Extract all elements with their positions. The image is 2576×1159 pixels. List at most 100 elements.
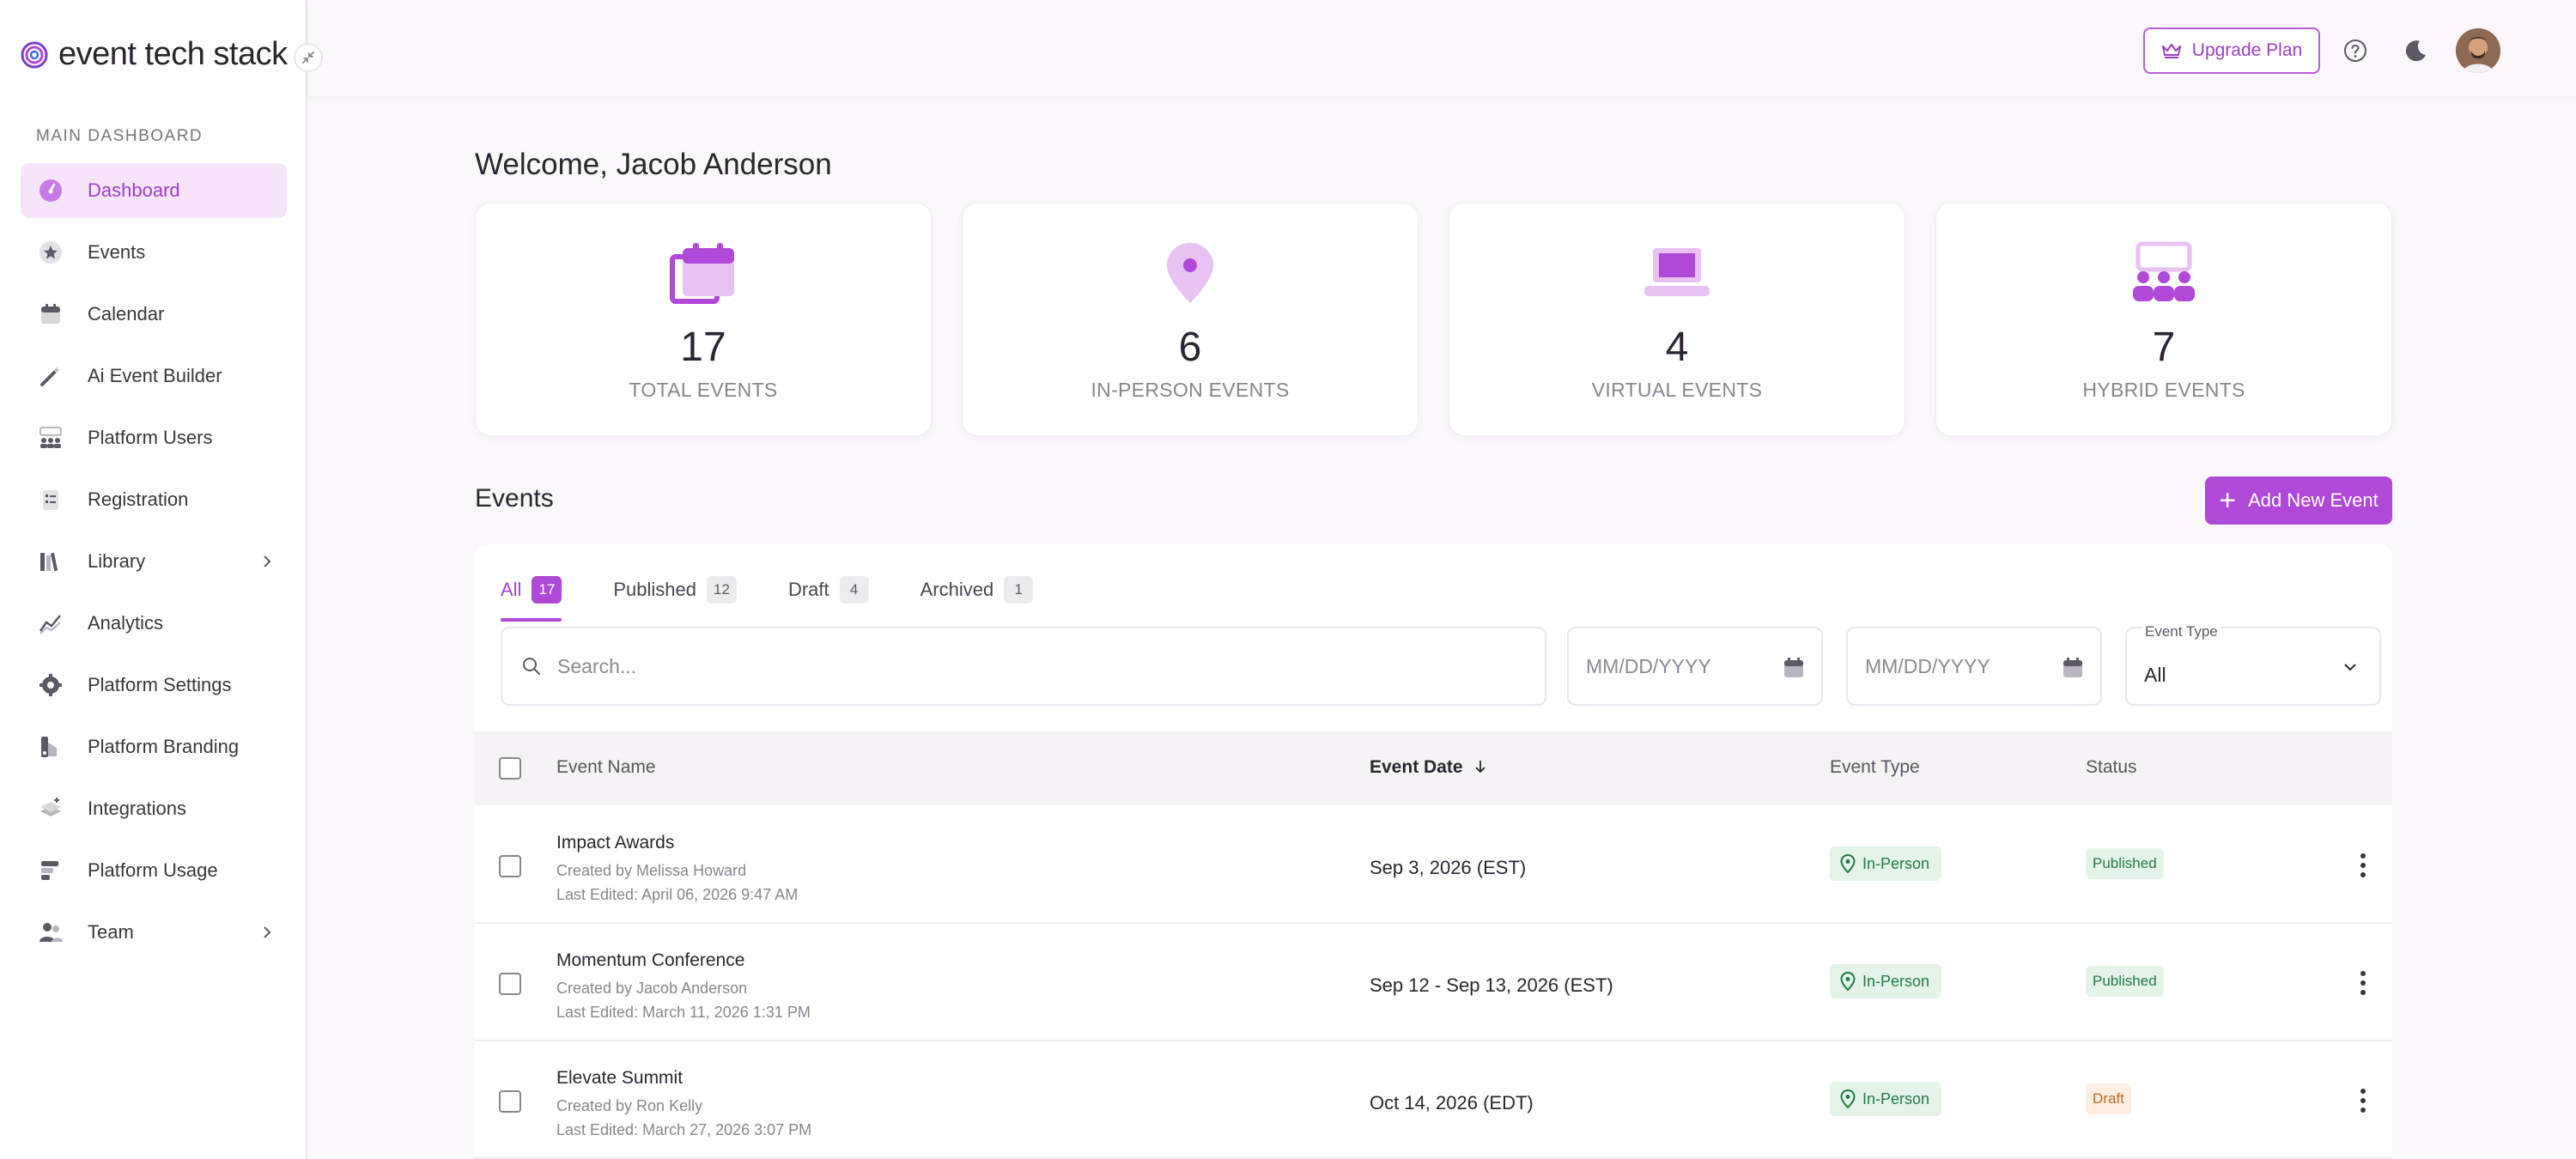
event-created-by: Created by Ron Kelly: [556, 1097, 703, 1114]
user-avatar[interactable]: [2456, 28, 2500, 73]
users-icon: [38, 425, 64, 451]
sidebar: event tech stack MAIN DASHBOARD Dashboar…: [0, 0, 323, 1159]
top-bar: Upgrade Plan: [307, 0, 2576, 96]
sidebar-item-platform-users[interactable]: Platform Users: [21, 410, 287, 465]
branding-icon: [38, 734, 64, 760]
crown-icon: [2161, 44, 2181, 58]
tab-label: All: [501, 579, 522, 600]
tab-label: Published: [613, 579, 697, 600]
tab-draft[interactable]: Draft 4: [788, 560, 869, 620]
status-badge: Draft: [2086, 1083, 2131, 1114]
welcome-heading: Welcome, Jacob Anderson: [475, 148, 832, 181]
help-button[interactable]: [2341, 36, 2370, 65]
stat-value: 17: [680, 325, 726, 370]
sidebar-item-label: Platform Settings: [88, 674, 232, 695]
brand-name: event tech stack: [58, 36, 288, 72]
help-icon: [2344, 39, 2366, 62]
table-row[interactable]: Elevate Summit Created by Ron Kelly Last…: [475, 1042, 2392, 1159]
events-panel: All 17 Published 12 Draft 4 Archived 1 S…: [475, 544, 2392, 1159]
calendar-icon[interactable]: [1782, 656, 1806, 680]
search-input[interactable]: Search...: [501, 627, 1546, 706]
sidebar-item-team[interactable]: Team: [21, 905, 287, 960]
map-pin-icon: [1840, 854, 1856, 873]
stat-label: VIRTUAL EVENTS: [1591, 379, 1763, 401]
sidebar-item-dashboard[interactable]: Dashboard: [21, 163, 287, 218]
tab-count-badge: 4: [839, 576, 869, 604]
books-icon: [38, 549, 64, 574]
calendar-icon[interactable]: [2061, 656, 2085, 680]
event-name[interactable]: Impact Awards: [556, 833, 675, 853]
sidebar-item-events[interactable]: Events: [21, 225, 287, 280]
tab-count-badge: 17: [532, 576, 562, 604]
table-header: Event Name Event Date Event Type Status: [475, 731, 2392, 805]
event-created-by: Created by Jacob Anderson: [556, 980, 748, 997]
event-created-by: Created by Melissa Howard: [556, 862, 747, 879]
chevron-down-icon: [2344, 664, 2356, 671]
row-checkbox[interactable]: [499, 855, 521, 877]
table-row[interactable]: Impact Awards Created by Melissa Howard …: [475, 807, 2392, 924]
column-status[interactable]: Status: [2086, 757, 2137, 777]
upgrade-plan-button[interactable]: Upgrade Plan: [2143, 27, 2320, 74]
tab-published[interactable]: Published 12: [613, 560, 737, 620]
avatar-image: [2456, 28, 2500, 73]
event-type-text: In-Person: [1862, 972, 1930, 990]
moon-icon: [2405, 40, 2426, 62]
select-all-checkbox[interactable]: [499, 757, 521, 780]
sidebar-item-integrations[interactable]: Integrations: [21, 781, 287, 836]
collapse-sidebar-button[interactable]: [294, 43, 323, 72]
sidebar-item-calendar[interactable]: Calendar: [21, 287, 287, 342]
calendar-icon: [38, 301, 64, 327]
row-checkbox[interactable]: [499, 1090, 521, 1113]
sidebar-item-label: Events: [88, 241, 146, 263]
row-actions-menu-icon[interactable]: [2350, 850, 2376, 881]
map-pin-icon: [1840, 972, 1856, 991]
sidebar-item-label: Registration: [88, 488, 189, 510]
events-heading: Events: [475, 484, 554, 513]
plus-icon: +: [2219, 484, 2237, 517]
column-event-type[interactable]: Event Type: [1830, 757, 1920, 777]
sidebar-item-registration[interactable]: Registration: [21, 472, 287, 527]
magic-wand-icon: [38, 363, 64, 389]
brand-logo[interactable]: event tech stack: [19, 36, 288, 73]
search-placeholder: Search...: [557, 654, 637, 677]
theme-toggle-button[interactable]: [2401, 36, 2430, 65]
row-checkbox[interactable]: [499, 973, 521, 995]
sidebar-item-analytics[interactable]: Analytics: [21, 596, 287, 651]
map-pin-icon: [1840, 1089, 1856, 1108]
sidebar-item-label: Library: [88, 550, 146, 572]
column-event-date[interactable]: Event Date: [1370, 757, 1488, 778]
event-name[interactable]: Elevate Summit: [556, 1068, 683, 1088]
stat-value: 7: [2152, 325, 2176, 370]
logo-mark-icon: [21, 41, 48, 68]
chevron-right-icon: [264, 555, 271, 567]
stat-card-in-person: 6 IN-PERSON EVENTS: [962, 203, 1419, 436]
add-new-event-button[interactable]: + Add New Event: [2205, 476, 2392, 525]
event-type-label: Event Type: [2142, 623, 2221, 640]
stat-card-virtual: 4 VIRTUAL EVENTS: [1449, 203, 1905, 436]
event-type-select[interactable]: Event Type All: [2125, 623, 2381, 706]
search-icon: [523, 658, 540, 675]
column-label: Event Date: [1370, 757, 1463, 777]
row-actions-menu-icon[interactable]: [2350, 1085, 2376, 1116]
tab-all[interactable]: All 17: [501, 560, 562, 622]
event-last-edited: Last Edited: March 27, 2026 3:07 PM: [556, 1121, 812, 1138]
event-tabs: All 17 Published 12 Draft 4 Archived 1: [501, 560, 1084, 622]
event-last-edited: Last Edited: April 06, 2026 9:47 AM: [556, 886, 799, 903]
tab-archived[interactable]: Archived 1: [920, 560, 1034, 620]
gear-icon: [38, 672, 64, 698]
table-row[interactable]: Momentum Conference Created by Jacob And…: [475, 925, 2392, 1041]
row-actions-menu-icon[interactable]: [2350, 968, 2376, 998]
sidebar-item-label: Platform Users: [88, 427, 213, 448]
usage-icon: [38, 858, 64, 883]
end-date-input[interactable]: MM/DD/YYYY: [1846, 627, 2102, 706]
event-name[interactable]: Momentum Conference: [556, 950, 745, 970]
sidebar-item-library[interactable]: Library: [21, 534, 287, 589]
sidebar-item-platform-branding[interactable]: Platform Branding: [21, 719, 287, 774]
start-date-input[interactable]: MM/DD/YYYY: [1567, 627, 1823, 706]
column-event-name[interactable]: Event Name: [556, 757, 656, 777]
layers-icon: [38, 796, 64, 822]
sidebar-item-platform-usage[interactable]: Platform Usage: [21, 843, 287, 898]
date-placeholder: MM/DD/YYYY: [1586, 654, 1711, 677]
sidebar-item-ai-event-builder[interactable]: Ai Event Builder: [21, 349, 287, 404]
sidebar-item-platform-settings[interactable]: Platform Settings: [21, 658, 287, 713]
